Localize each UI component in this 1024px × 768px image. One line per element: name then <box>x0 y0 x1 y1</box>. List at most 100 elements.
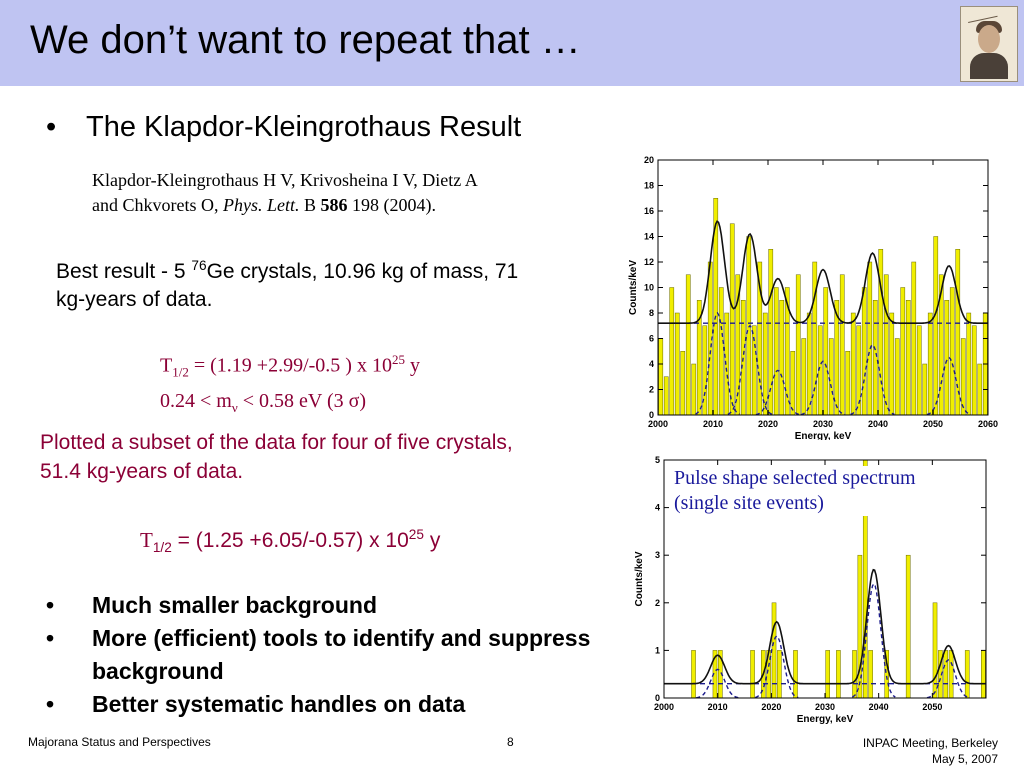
chart-bar <box>823 287 829 416</box>
x-tick-label: 2010 <box>703 419 723 429</box>
chart-bar <box>790 351 796 416</box>
peak-component-curve <box>926 659 971 699</box>
chart-bar <box>955 249 961 416</box>
chart-bar <box>911 261 917 416</box>
x-tick-label: 2050 <box>922 702 942 712</box>
x-axis-label: Energy, keV <box>795 431 852 440</box>
y-tick-label: 8 <box>649 308 654 318</box>
peak-component-curve <box>800 360 846 416</box>
chart-bar <box>966 312 972 416</box>
y-tick-label: 14 <box>644 232 654 242</box>
portrait-photo-icon <box>960 6 1018 82</box>
main-bullet-text: The Klapdor-Kleingrothaus Result <box>86 111 522 143</box>
chart-bar <box>905 554 911 699</box>
chart-bar <box>933 236 939 416</box>
chart-bar <box>828 338 834 416</box>
chart-bar <box>905 300 911 416</box>
chart-bar <box>691 650 696 699</box>
chart-bar <box>669 287 675 416</box>
chart-bar <box>839 274 845 416</box>
x-tick-label: 2020 <box>758 419 778 429</box>
chart-bar <box>658 338 664 416</box>
title-band <box>0 0 1024 86</box>
footer-left: Majorana Status and Perspectives <box>28 735 211 749</box>
volume-number: 586 <box>320 195 348 215</box>
y-tick-label: 4 <box>655 503 660 513</box>
reference-line-1: Klapdor-Kleingrothaus H V, Krivosheina I… <box>92 170 478 190</box>
chart-bar <box>977 363 983 416</box>
y-tick-label: 0 <box>649 410 654 420</box>
y-tick-label: 12 <box>644 257 654 267</box>
chart-bar <box>801 338 807 416</box>
chart-bar <box>944 300 950 416</box>
peak-component-curve <box>755 369 801 416</box>
peak-component-curve <box>852 582 896 698</box>
chart-bar <box>922 363 928 416</box>
footer-right: INPAC Meeting, Berkeley May 5, 2007 <box>862 736 998 766</box>
chart-bar <box>663 376 669 416</box>
pulse-shape-label: Pulse shape selected spectrum (single si… <box>672 466 918 516</box>
x-tick-label: 2040 <box>868 419 888 429</box>
x-tick-label: 2000 <box>648 419 668 429</box>
y-tick-label: 10 <box>644 283 654 293</box>
chart-bar <box>825 650 830 699</box>
x-tick-label: 2020 <box>761 702 781 712</box>
y-axis-label: Counts/keV <box>634 551 645 606</box>
y-tick-label: 6 <box>649 334 654 344</box>
chart-bar <box>883 274 889 416</box>
y-tick-label: 16 <box>644 206 654 216</box>
reference-line-2: and Chkvorets O, Phys. Lett. B 586 198 (… <box>92 195 436 215</box>
chart-bar <box>729 223 735 416</box>
chart-bar <box>777 650 782 699</box>
chart-bar <box>872 300 878 416</box>
slide-title: We don’t want to repeat that … <box>30 18 581 62</box>
chart-bar <box>718 287 724 416</box>
fit-curve <box>664 568 986 685</box>
plotted-subset-text: Plotted a subset of the data for four of… <box>40 431 513 483</box>
peak-component-curve <box>696 668 740 699</box>
y-tick-label: 5 <box>655 455 660 465</box>
bullet-list: • Much smaller background • More (efficien… <box>46 589 606 721</box>
chart-bar <box>845 351 851 416</box>
x-tick-label: 2050 <box>923 419 943 429</box>
peak-component-curve <box>727 324 773 415</box>
half-life-formula-2: T1/2 = (1.25 +6.05/-0.57) x 1025 y <box>140 527 441 556</box>
chart-bar <box>793 650 798 699</box>
chart-bar <box>868 650 873 699</box>
chart-bar <box>674 312 680 416</box>
page-number: 8 <box>507 735 514 749</box>
chart-bar <box>740 300 746 416</box>
fit-curve <box>658 220 988 324</box>
x-tick-label: 2030 <box>815 702 835 712</box>
chart-bar <box>773 287 779 416</box>
chart-bar <box>949 287 955 416</box>
y-tick-label: 18 <box>644 181 654 191</box>
list-item: • Better systematic handles on data <box>46 691 466 717</box>
chart-bar <box>861 287 867 416</box>
chart-bar <box>795 274 801 416</box>
chart-bar <box>750 650 755 699</box>
x-tick-label: 2000 <box>654 702 674 712</box>
peak-component-curve <box>695 311 740 415</box>
chart-bar <box>960 338 966 416</box>
chart-bar <box>948 650 954 699</box>
chart-bar <box>836 650 841 699</box>
y-tick-label: 4 <box>649 359 654 369</box>
chart-bar <box>916 325 922 416</box>
list-item: • Much smaller background <box>46 592 378 618</box>
peak-component-curve <box>926 356 972 416</box>
y-tick-label: 20 <box>644 155 654 165</box>
chart-bar <box>981 650 986 699</box>
peak-component-curve <box>754 635 799 699</box>
chart-bar <box>852 650 857 699</box>
list-item: • More (efficient) tools to identify and … <box>46 625 591 684</box>
bullet-dot: • <box>46 111 57 143</box>
y-tick-label: 2 <box>655 598 660 608</box>
chart-bar <box>806 312 812 416</box>
x-tick-label: 2010 <box>708 702 728 712</box>
x-tick-label: 2060 <box>978 419 998 429</box>
chart-bar <box>964 650 970 699</box>
energy-spectrum-chart-pulse-shape: 2000 2010 2020 2030 2040 2050 0 1 2 3 4 5 Energy, ke… <box>634 455 987 725</box>
y-axis-label: Counts/keV <box>628 260 639 315</box>
half-life-formula-1: T1/2 = (1.19 +2.99/-0.5 ) x 1025 y 0.24 … <box>160 346 420 422</box>
